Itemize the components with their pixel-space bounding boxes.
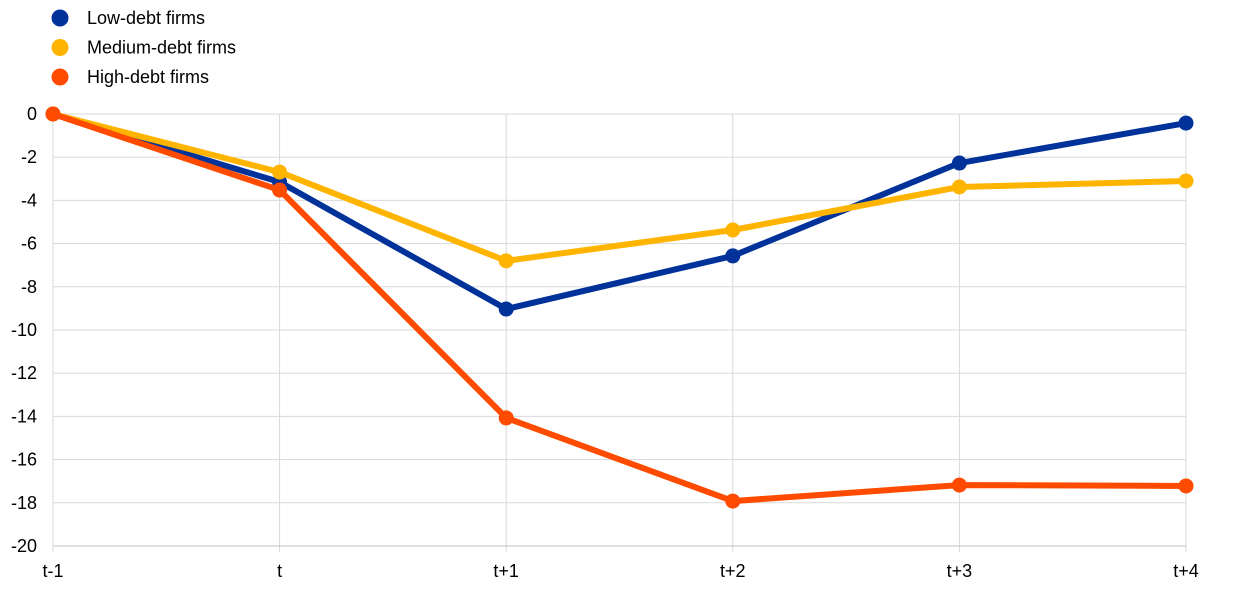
y-tick-label: -6 xyxy=(21,234,37,254)
x-axis-ticks: t-1 t t+1 t+2 t+3 t+4 xyxy=(42,561,1198,581)
y-tick-label: 0 xyxy=(27,104,37,124)
y-tick-label: -16 xyxy=(11,450,37,470)
data-point xyxy=(725,248,741,264)
data-point xyxy=(1178,478,1194,494)
x-tick-label: t+4 xyxy=(1173,561,1199,581)
x-tick-label: t-1 xyxy=(42,561,63,581)
y-tick-label: -18 xyxy=(11,493,37,513)
data-point xyxy=(951,477,967,493)
data-point xyxy=(951,155,967,171)
data-point xyxy=(725,222,741,238)
series-low-debt-firms xyxy=(45,106,1194,317)
series-high-debt-firms xyxy=(45,106,1194,509)
grid xyxy=(52,113,1187,552)
x-tick-label: t xyxy=(277,561,282,581)
legend-marker xyxy=(51,9,69,27)
data-point xyxy=(1178,115,1194,131)
y-axis-ticks: 0 -2 -4 -6 -8 -10 -12 -14 -16 -18 -20 xyxy=(11,104,37,556)
y-tick-label: -14 xyxy=(11,406,37,426)
data-point xyxy=(951,179,967,195)
legend-label: Medium-debt firms xyxy=(87,38,236,58)
data-point xyxy=(498,301,514,317)
data-point xyxy=(498,410,514,426)
x-tick-label: t+2 xyxy=(720,561,746,581)
y-tick-label: -8 xyxy=(21,277,37,297)
legend-label: High-debt firms xyxy=(87,67,209,87)
data-point xyxy=(1178,173,1194,189)
data-point xyxy=(272,182,288,198)
series-group xyxy=(45,106,1194,509)
data-point xyxy=(725,493,741,509)
x-tick-label: t+1 xyxy=(493,561,519,581)
series-line xyxy=(50,111,1189,505)
series-line xyxy=(50,111,1189,264)
legend-marker xyxy=(51,68,69,86)
series-line xyxy=(50,111,1189,313)
y-tick-label: -20 xyxy=(11,536,37,556)
data-point xyxy=(45,106,61,122)
legend-marker xyxy=(51,39,69,56)
y-tick-label: -12 xyxy=(11,363,37,383)
y-tick-label: -2 xyxy=(21,147,37,167)
legend-label: Low-debt firms xyxy=(87,8,205,28)
y-tick-label: -10 xyxy=(11,320,37,340)
data-point xyxy=(272,164,288,180)
y-tick-label: -4 xyxy=(21,190,37,210)
x-tick-label: t+3 xyxy=(947,561,973,581)
data-point xyxy=(498,253,514,269)
legend: Low-debt firms Medium-debt firms High-debt… xyxy=(51,8,236,87)
